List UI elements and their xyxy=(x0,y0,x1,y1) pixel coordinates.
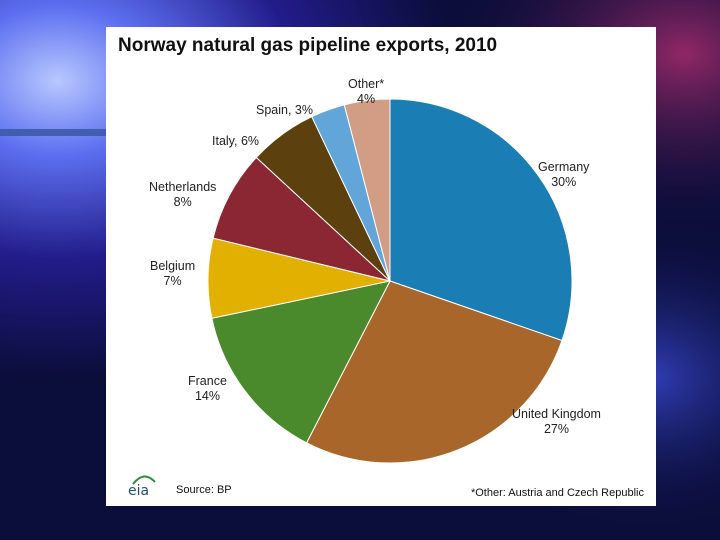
label-united-kingdom: United Kingdom 27% xyxy=(512,407,601,437)
label-netherlands: Netherlands 8% xyxy=(149,180,216,210)
label-france: France 14% xyxy=(188,374,227,404)
label-other: Other* 4% xyxy=(348,77,384,107)
pie-slice-germany xyxy=(389,98,573,342)
label-france-name: France xyxy=(188,374,227,388)
label-other-name: Other* xyxy=(348,77,385,91)
chart-card: Norway natural gas pipeline exports, 201… xyxy=(106,27,656,506)
label-belgium-name: Belgium xyxy=(150,259,196,273)
label-belgium: Belgium 7% xyxy=(150,259,195,289)
footnote: *Other: Austria and Czech Republic xyxy=(470,487,644,499)
eia-logo-text: eia xyxy=(128,483,150,499)
eia-logo: eia xyxy=(128,473,162,499)
eia-logo-arc xyxy=(132,475,156,485)
chart-title: Norway natural gas pipeline exports, 201… xyxy=(118,35,498,56)
pie-chart xyxy=(207,98,573,464)
pie-slice-netherlands xyxy=(212,156,392,282)
pie-slice-united-kingdom xyxy=(305,280,563,464)
label-united-kingdom-name: United Kingdom xyxy=(512,407,601,421)
label-netherlands-pct: 8% xyxy=(173,195,192,209)
label-france-pct: 14% xyxy=(194,389,220,403)
label-italy: Italy, 6% xyxy=(212,134,260,148)
label-germany-pct: 30% xyxy=(551,175,577,189)
pie-slice-other xyxy=(343,98,391,282)
label-belgium-pct: 7% xyxy=(163,274,182,288)
label-netherlands-name: Netherlands xyxy=(149,180,217,194)
label-germany: Germany 30% xyxy=(538,160,589,190)
label-united-kingdom-pct: 27% xyxy=(543,422,569,436)
source-note: Source: BP xyxy=(176,484,232,496)
label-other-pct: 4% xyxy=(357,92,376,106)
label-germany-name: Germany xyxy=(538,160,590,174)
pie-slice-france xyxy=(211,280,391,444)
label-spain: Spain, 3% xyxy=(256,103,313,117)
